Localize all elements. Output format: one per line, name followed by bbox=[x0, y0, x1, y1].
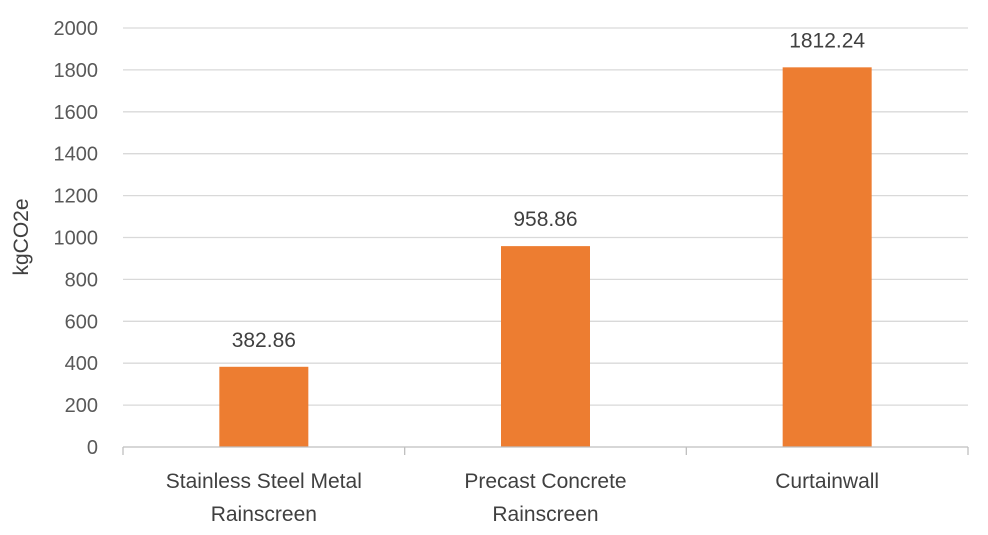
x-category-label: Rainscreen bbox=[211, 503, 317, 526]
data-label: 382.86 bbox=[232, 329, 296, 352]
y-tick-label: 600 bbox=[65, 311, 98, 333]
data-label: 958.86 bbox=[513, 208, 577, 231]
y-tick-label: 400 bbox=[65, 353, 98, 375]
bar bbox=[501, 246, 590, 447]
x-category-label: Precast Concrete bbox=[464, 470, 626, 493]
data-label: 1812.24 bbox=[789, 29, 865, 52]
x-category-label: Stainless Steel Metal bbox=[166, 470, 362, 493]
y-tick-label: 1400 bbox=[54, 144, 99, 166]
bar bbox=[219, 366, 309, 447]
y-tick-label: 1600 bbox=[54, 102, 99, 124]
y-tick-label: 0 bbox=[87, 437, 98, 459]
x-category-label: Rainscreen bbox=[492, 503, 598, 526]
bars bbox=[219, 67, 872, 447]
y-axis-title: kgCO2e bbox=[10, 198, 33, 275]
y-axis-ticks: 0 200 400 600 800 1000 1200 1400 1600 1800 2000 bbox=[54, 18, 99, 459]
y-tick-label: 800 bbox=[65, 269, 98, 291]
gridlines bbox=[123, 27, 968, 406]
x-axis bbox=[122, 446, 969, 455]
y-tick-label: 1200 bbox=[54, 186, 99, 208]
data-labels: 382.86 958.86 1812.24 bbox=[232, 29, 866, 351]
y-tick-label: 1800 bbox=[54, 60, 99, 82]
y-tick-label: 200 bbox=[65, 395, 98, 417]
x-category-label: Curtainwall bbox=[775, 470, 879, 493]
y-tick-label: 2000 bbox=[54, 18, 99, 40]
y-tick-label: 1000 bbox=[54, 228, 99, 250]
x-axis-labels: Stainless Steel Metal Rainscreen Precast C… bbox=[166, 470, 879, 526]
bar bbox=[782, 67, 872, 447]
